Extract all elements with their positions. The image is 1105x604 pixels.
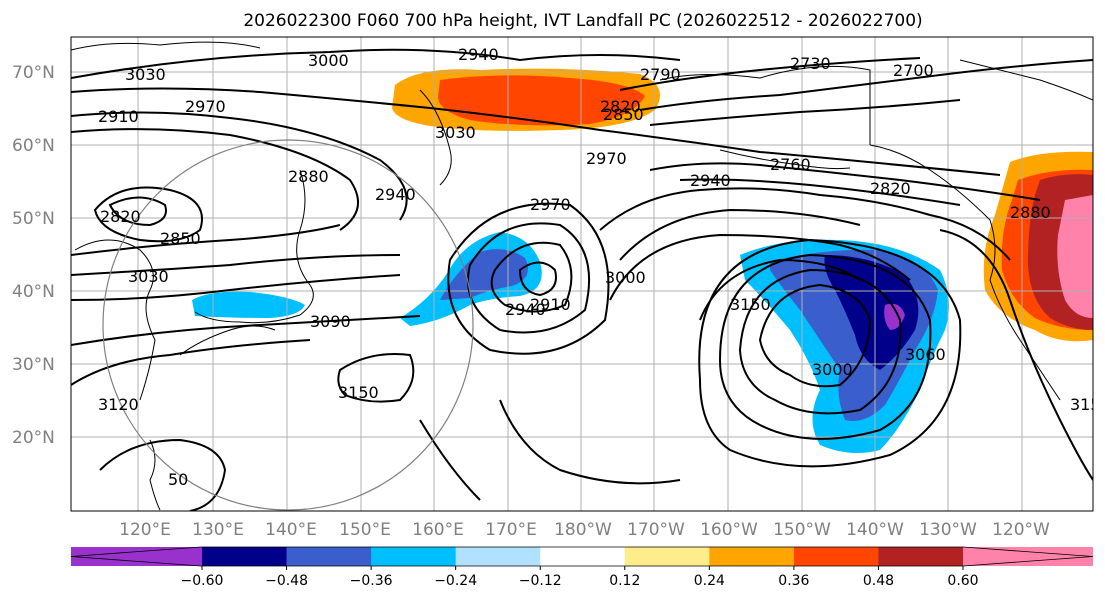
lon-label: 160°W (700, 520, 758, 540)
colorbar-segment (878, 547, 964, 566)
colorbar-segment (286, 547, 372, 566)
colorbar-tick-label: 0.24 (694, 573, 725, 589)
lon-label: 120°E (119, 520, 171, 540)
lat-label: 30°N (12, 355, 55, 375)
colorbar-segment (793, 547, 879, 566)
lon-label: 120°W (992, 520, 1050, 540)
contour-label: 3150 (730, 295, 771, 314)
graticule (71, 37, 1093, 511)
contour-label: 50 (168, 470, 188, 489)
colorbar-tick-label: 0.12 (609, 573, 640, 589)
contour-label: 2940 (458, 45, 499, 64)
lon-label: 170°E (485, 520, 537, 540)
lon-label: 130°E (192, 520, 244, 540)
contour-label: 3060 (905, 345, 946, 364)
contour-label: 3090 (310, 312, 351, 331)
ivt-extreme-east (1057, 195, 1093, 318)
lon-label: 150°W (773, 520, 831, 540)
colorbar-tick-label: −0.12 (519, 573, 562, 589)
contour-label: 2790 (640, 65, 681, 84)
figure-title: 2026022300 F060 700 hPa height, IVT Land… (243, 11, 922, 31)
contour-label: 2940 (690, 171, 731, 190)
contour-label: 2970 (185, 97, 226, 116)
contour-label: 3030 (125, 65, 166, 84)
map-panel: 3030 3000 2940 2790 2730 2700 2970 2910 … (70, 36, 1105, 512)
lon-label: 180°W (554, 520, 612, 540)
lon-label: 130°W (919, 520, 977, 540)
contour-label: 2970 (530, 195, 571, 214)
contour-label: 3030 (128, 267, 169, 286)
colorbar-outline (70, 546, 1094, 567)
colorbar-segment (71, 547, 202, 566)
colorbar-segment (624, 547, 710, 566)
map-frame (70, 36, 1094, 512)
colorbar-tick-label: −0.60 (181, 573, 224, 589)
lon-label: 140°W (846, 520, 904, 540)
lon-label: 160°E (412, 520, 464, 540)
contour-label: 2970 (586, 149, 627, 168)
contour-label: 2730 (790, 54, 831, 73)
colorbar-segment (709, 547, 795, 566)
lat-label: 70°N (12, 63, 55, 83)
ivt-negative-pacific-core (824, 255, 919, 370)
contour-label: 3150 (338, 383, 379, 402)
contour-label: 2820 (100, 207, 141, 226)
colorbar-tick-label: 0.36 (778, 573, 809, 589)
ivt-negative-central-core (440, 249, 529, 300)
lat-label: 40°N (12, 282, 55, 302)
contour-label: 2700 (893, 61, 934, 80)
contour-label: 2820 (870, 179, 911, 198)
contour-label: 2880 (1010, 203, 1051, 222)
contour-label: 2820 (600, 97, 641, 116)
contour-label: 2850 (160, 229, 201, 248)
contour-label: 2880 (288, 167, 329, 186)
colorbar-tick-label: 0.60 (947, 573, 978, 589)
lon-label: 170°W (627, 520, 685, 540)
colorbar-tick-label: −0.24 (434, 573, 477, 589)
lat-label: 60°N (12, 136, 55, 156)
contour-label: 3000 (308, 51, 349, 70)
contour-label: 2940 (505, 300, 546, 319)
contour-label: 3150 (1070, 395, 1105, 414)
colorbar-tick-label: −0.36 (350, 573, 393, 589)
longitude-labels: 120°E 130°E 140°E 150°E 160°E 170°E 180°… (119, 520, 1050, 540)
colorbar: −0.60 −0.48 −0.36 −0.24 −0.12 0.12 0.24 0.36 0.4… (70, 546, 1094, 589)
colorbar-segment (455, 547, 541, 566)
contour-label: 3120 (98, 395, 139, 414)
height-contours (71, 48, 1093, 511)
colorbar-extend-high (963, 547, 1093, 566)
contour-label: 2910 (98, 107, 139, 126)
latitude-labels: 70°N 60°N 50°N 40°N 30°N 20°N (12, 63, 55, 448)
ivt-negative-japan (192, 291, 305, 318)
contour-label: 2760 (770, 155, 811, 174)
colorbar-tick-label: 0.48 (863, 573, 894, 589)
colorbar-segment (371, 547, 457, 566)
colorbar-segment (202, 547, 288, 566)
contour-labels: 3030 3000 2940 2790 2730 2700 2970 2910 … (98, 45, 1105, 489)
lon-label: 140°E (265, 520, 317, 540)
contour-label: 3030 (435, 123, 476, 142)
lon-label: 150°E (339, 520, 391, 540)
reference-circle (102, 139, 474, 511)
lat-label: 50°N (12, 209, 55, 229)
contour-label: 2850 (603, 105, 644, 124)
contour-label: 2910 (530, 295, 571, 314)
ivt-strong-north (438, 75, 645, 126)
contour-label: 2940 (375, 185, 416, 204)
colorbar-segment (540, 547, 626, 566)
lat-label: 20°N (12, 428, 55, 448)
contour-label: 3000 (812, 360, 853, 379)
contour-label: 3000 (605, 268, 646, 287)
colorbar-tick-label: −0.48 (265, 573, 308, 589)
